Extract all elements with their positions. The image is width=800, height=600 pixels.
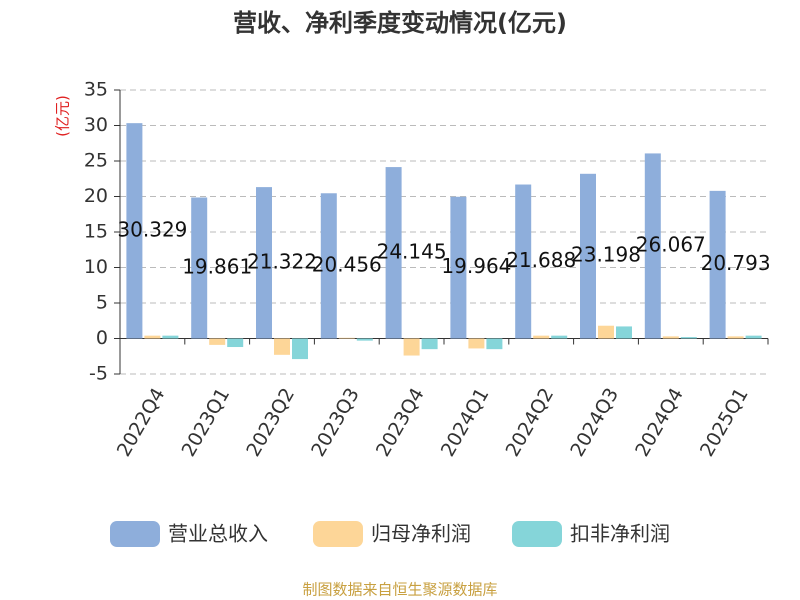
data-label: 19.964 — [441, 254, 511, 278]
data-label: 21.688 — [506, 248, 576, 272]
bar — [403, 338, 420, 356]
legend-swatch — [313, 521, 363, 547]
bar — [580, 173, 596, 339]
bar — [745, 335, 762, 339]
bar — [292, 338, 308, 360]
x-tick-label: 2024Q4 — [631, 384, 688, 460]
bar — [421, 338, 438, 350]
legend-label: 营业总收入 — [168, 522, 268, 546]
bar — [256, 187, 272, 339]
bar — [356, 338, 373, 341]
y-tick-label: 15 — [84, 221, 108, 243]
x-tick-label: 2023Q4 — [372, 384, 429, 460]
data-label: 26.067 — [636, 232, 706, 256]
y-tick-label: 35 — [84, 79, 108, 101]
bar — [709, 190, 726, 339]
x-tick-label: 2023Q3 — [307, 384, 364, 460]
bar — [598, 325, 614, 339]
y-tick-label: 25 — [84, 150, 108, 172]
legend-swatch — [110, 521, 160, 547]
bar — [515, 184, 532, 339]
source-note: 制图数据来自恒生聚源数据库 — [302, 581, 497, 599]
y-axis-label: (亿元) — [54, 95, 72, 137]
x-tick-label: 2023Q1 — [178, 384, 235, 460]
bar — [662, 336, 679, 339]
bar — [126, 123, 143, 339]
bar — [209, 338, 226, 345]
bar — [680, 337, 697, 339]
bar — [533, 335, 550, 339]
legend-swatch — [512, 521, 562, 547]
bar — [338, 337, 355, 339]
x-tick-label: 2024Q2 — [502, 384, 559, 460]
data-label: 21.322 — [247, 249, 317, 273]
y-tick-label: 5 — [96, 292, 108, 314]
bar — [450, 196, 467, 339]
bar — [191, 197, 208, 339]
bar — [727, 336, 744, 339]
chart-title: 营收、净利季度变动情况(亿元) — [233, 9, 567, 37]
x-tick-label: 2024Q3 — [566, 384, 623, 460]
x-tick-label: 2024Q1 — [437, 384, 494, 460]
bar — [385, 167, 402, 339]
x-tick-label: 2025Q1 — [696, 384, 753, 460]
legend-label: 扣非净利润 — [570, 522, 670, 546]
bar — [320, 193, 337, 339]
data-label: 23.198 — [571, 243, 641, 267]
data-label: 20.793 — [701, 251, 771, 275]
bar — [486, 338, 503, 350]
data-label: 19.861 — [182, 254, 252, 278]
x-tick-label: 2023Q2 — [242, 384, 299, 460]
bar — [644, 153, 661, 339]
y-tick-label: -5 — [89, 363, 108, 385]
bar — [144, 335, 161, 339]
y-tick-label: 20 — [84, 185, 108, 207]
x-tick-label: 2022Q4 — [113, 384, 170, 460]
y-tick-label: 0 — [96, 327, 108, 349]
y-tick-label: 10 — [84, 256, 108, 278]
bar — [274, 338, 290, 355]
bar — [227, 338, 244, 348]
data-label: 24.145 — [377, 239, 447, 263]
data-label: 20.456 — [312, 252, 382, 276]
bar — [616, 326, 632, 339]
y-tick-label: 30 — [84, 114, 108, 136]
bar — [551, 335, 568, 339]
bar — [162, 335, 179, 339]
legend-label: 归母净利润 — [371, 522, 471, 546]
bar — [468, 338, 485, 349]
data-label: 30.329 — [117, 217, 187, 241]
